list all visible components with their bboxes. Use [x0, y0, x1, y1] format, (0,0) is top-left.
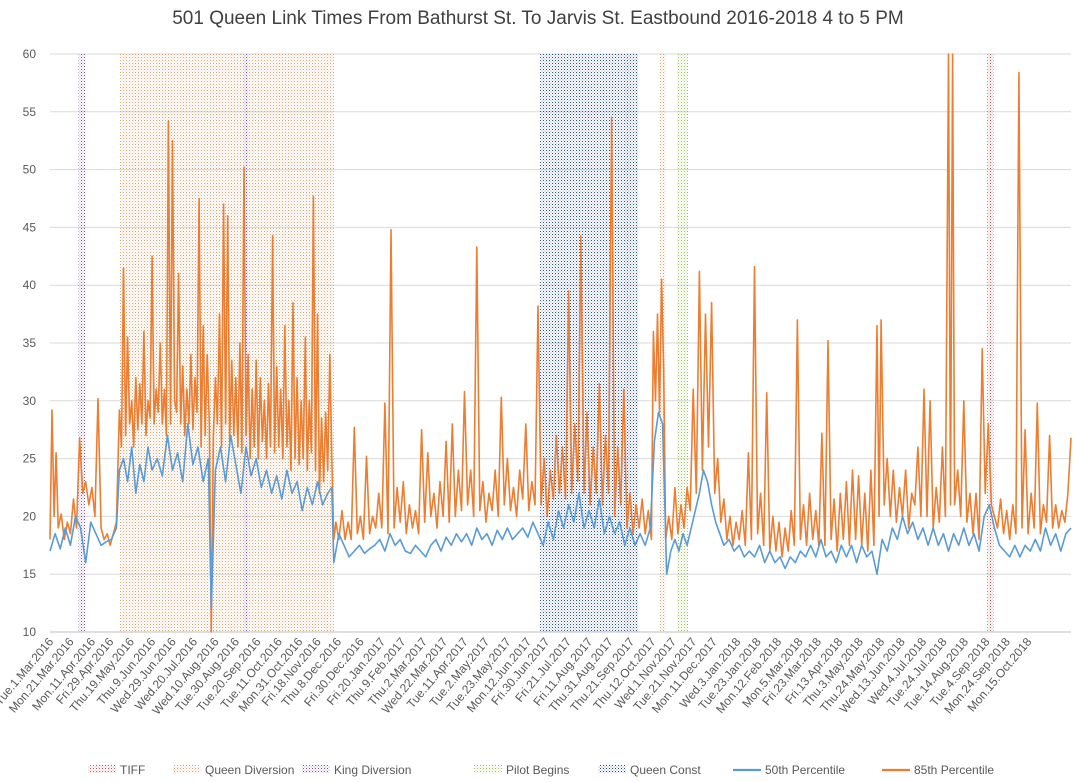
x-axis-ticks: Tue.1.Mar.2016Mon.21.Mar.2016Mon.11.Apr.… [0, 635, 1035, 718]
highlight-band-tiff [987, 54, 994, 632]
legend-item-king-diversion: King Diversion [302, 763, 411, 777]
y-tick-label: 55 [23, 105, 37, 119]
legend-swatch [474, 765, 502, 773]
legend-item-50th-percentile: 50th Percentile [733, 763, 845, 777]
legend-label: 85th Percentile [914, 763, 994, 777]
series-line-50th-percentile [49, 411, 1072, 610]
legend-label: Queen Diversion [205, 763, 294, 777]
y-tick-label: 45 [23, 220, 37, 234]
legend-label: King Diversion [334, 763, 411, 777]
series-line-85th-percentile [49, 53, 1072, 633]
y-tick-label: 50 [23, 163, 37, 177]
legend-label: 50th Percentile [765, 763, 845, 777]
legend-label: Pilot Begins [506, 763, 569, 777]
legend-swatch [302, 765, 330, 773]
highlight-band-queen-const [540, 54, 639, 632]
legend-item-pilot-begins: Pilot Begins [474, 763, 569, 777]
legend-item-queen-diversion: Queen Diversion [173, 763, 294, 777]
series-lines [49, 53, 1072, 633]
y-tick-label: 10 [23, 625, 37, 639]
y-tick-label: 15 [23, 567, 37, 581]
chart-title: 501 Queen Link Times From Bathurst St. T… [172, 8, 904, 29]
y-tick-label: 20 [23, 509, 37, 523]
legend-item-tiff: TIFF [88, 763, 145, 777]
y-tick-label: 40 [23, 278, 37, 292]
legend-swatch [173, 765, 201, 773]
y-tick-label: 30 [23, 394, 37, 408]
legend: TIFF Queen Diversion King Diversion Pilot B… [88, 763, 994, 777]
y-tick-label: 25 [23, 452, 37, 466]
legend-swatch [598, 765, 626, 773]
y-tick-label: 35 [23, 336, 37, 350]
legend-label: Queen Const [630, 763, 701, 777]
legend-item-85th-percentile: 85th Percentile [882, 763, 994, 777]
legend-swatch [88, 765, 116, 773]
legend-item-queen-const: Queen Const [598, 763, 701, 777]
legend-label: TIFF [120, 763, 145, 777]
y-axis-ticks: 10 15 20 25 30 35 40 45 50 55 60 [23, 47, 37, 639]
y-tick-label: 60 [23, 47, 37, 61]
highlight-band-king-diversion [78, 54, 86, 632]
highlight-band-pilot-begins [676, 54, 689, 632]
